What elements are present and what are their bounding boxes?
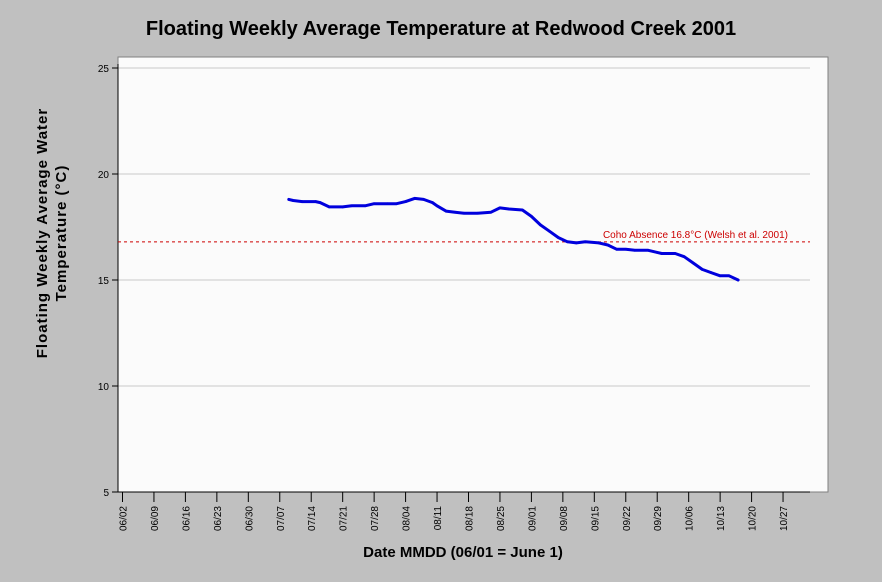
temperature-point-14 <box>422 198 425 201</box>
temperature-point-10 <box>386 202 389 205</box>
temperature-point-31 <box>584 240 587 244</box>
temperature-point-9 <box>372 202 376 205</box>
plot-area <box>117 56 829 493</box>
x-tick-label-4: 06/30 <box>244 506 255 531</box>
x-tick-label-19: 10/13 <box>716 506 727 531</box>
x-tick-label-2: 06/16 <box>181 506 192 531</box>
temperature-point-45 <box>718 274 722 278</box>
temperature-point-2 <box>300 200 304 203</box>
temperature-point-21 <box>489 210 493 214</box>
temperature-point-27 <box>548 229 551 233</box>
temperature-point-25 <box>530 215 533 218</box>
temperature-point-42 <box>691 261 695 265</box>
axes: 5 10 15 20 25 06/02 06/09 06/16 06/23 06/30 07/07 0… <box>98 64 810 531</box>
chart-title: Floating Weekly Average Temperature at R… <box>145 18 737 40</box>
temperature-point-32 <box>597 241 601 245</box>
temperature-point-15 <box>431 201 434 204</box>
temperature-point-12 <box>404 200 407 203</box>
y-axis-label-line-2: Temperature (°C) <box>53 164 70 302</box>
x-axis-label: Date MMDD (06/01 = June 1) <box>363 544 563 561</box>
y-tick-label-4: 25 <box>98 64 110 75</box>
temperature-point-34 <box>615 248 619 251</box>
temperature-point-5 <box>327 205 331 209</box>
x-tick-label-20: 10/20 <box>748 506 759 531</box>
temperature-point-20 <box>476 211 479 215</box>
temperature-point-40 <box>673 252 677 255</box>
x-tick-label-3: 06/23 <box>213 506 224 531</box>
temperature-point-28 <box>557 236 560 239</box>
x-tick-label-6: 07/14 <box>307 506 318 531</box>
x-tick-label-5: 07/07 <box>276 506 287 531</box>
temperature-point-36 <box>633 249 637 252</box>
temperature-point-0 <box>287 198 291 201</box>
temperature-point-6 <box>341 205 345 209</box>
temperature-point-30 <box>575 241 578 245</box>
temperature-point-37 <box>646 249 650 252</box>
x-tick-label-14: 09/08 <box>559 506 570 531</box>
x-tick-label-12: 08/25 <box>496 506 507 531</box>
temperature-point-1 <box>291 199 295 202</box>
x-tick-label-13: 09/01 <box>527 506 538 531</box>
temperature-point-33 <box>606 243 610 247</box>
temperature-point-39 <box>660 252 663 255</box>
temperature-point-17 <box>444 209 448 213</box>
x-tick-label-16: 09/22 <box>622 506 633 531</box>
temperature-point-43 <box>700 268 704 271</box>
x-tick-label-17: 09/29 <box>653 506 664 531</box>
temperature-point-4 <box>318 201 322 204</box>
y-tick-label-2: 15 <box>98 276 110 287</box>
x-tick-label-21: 10/27 <box>779 506 790 531</box>
temperature-point-26 <box>539 223 542 227</box>
temperature-point-8 <box>363 204 367 208</box>
temperature-point-38 <box>655 251 659 254</box>
temperature-point-44 <box>709 271 713 274</box>
temperature-point-29 <box>566 240 569 244</box>
temperature-point-16 <box>435 204 439 208</box>
temperature-point-11 <box>395 202 398 205</box>
temperature-point-35 <box>624 248 628 251</box>
temperature-point-46 <box>727 274 731 278</box>
x-tick-label-0: 06/02 <box>118 506 129 531</box>
temperature-point-41 <box>682 255 686 258</box>
x-tick-label-9: 08/04 <box>402 506 413 531</box>
temperature-series-line-0 <box>287 196 740 282</box>
temperature-point-24 <box>521 208 524 212</box>
x-tick-label-18: 10/06 <box>685 506 696 531</box>
y-tick-label-0: 5 <box>103 488 109 499</box>
temperature-point-23 <box>507 207 511 211</box>
y-axis-label: Floating Weekly Average Water Temperatur… <box>33 108 71 358</box>
y-tick-label-3: 20 <box>98 170 110 181</box>
x-tick-label-1: 06/09 <box>150 506 161 531</box>
x-tick-label-10: 08/11 <box>433 506 444 531</box>
reference-line-group: Coho Absence 16.8°C (Welsh et al. 2001) <box>118 230 810 243</box>
x-tick-label-15: 09/15 <box>590 506 601 531</box>
series-group <box>287 196 740 282</box>
x-tick-label-8: 07/28 <box>370 506 381 531</box>
temperature-point-22 <box>498 206 502 210</box>
y-tick-label-1: 10 <box>98 382 110 393</box>
temperature-point-7 <box>350 204 354 208</box>
temperature-point-3 <box>314 200 318 203</box>
x-tick-label-7: 07/21 <box>339 506 350 531</box>
y-axis-label-line-1: Floating Weekly Average Water <box>34 107 51 359</box>
gridlines <box>118 67 810 387</box>
temperature-point-47 <box>736 278 740 282</box>
temperature-point-18 <box>453 210 457 214</box>
x-tick-label-11: 08/18 <box>464 506 475 531</box>
temperature-point-19 <box>462 211 466 215</box>
temperature-point-13 <box>413 197 416 200</box>
coho-absence-reference-label: Coho Absence 16.8°C (Welsh et al. 2001) <box>603 230 788 241</box>
